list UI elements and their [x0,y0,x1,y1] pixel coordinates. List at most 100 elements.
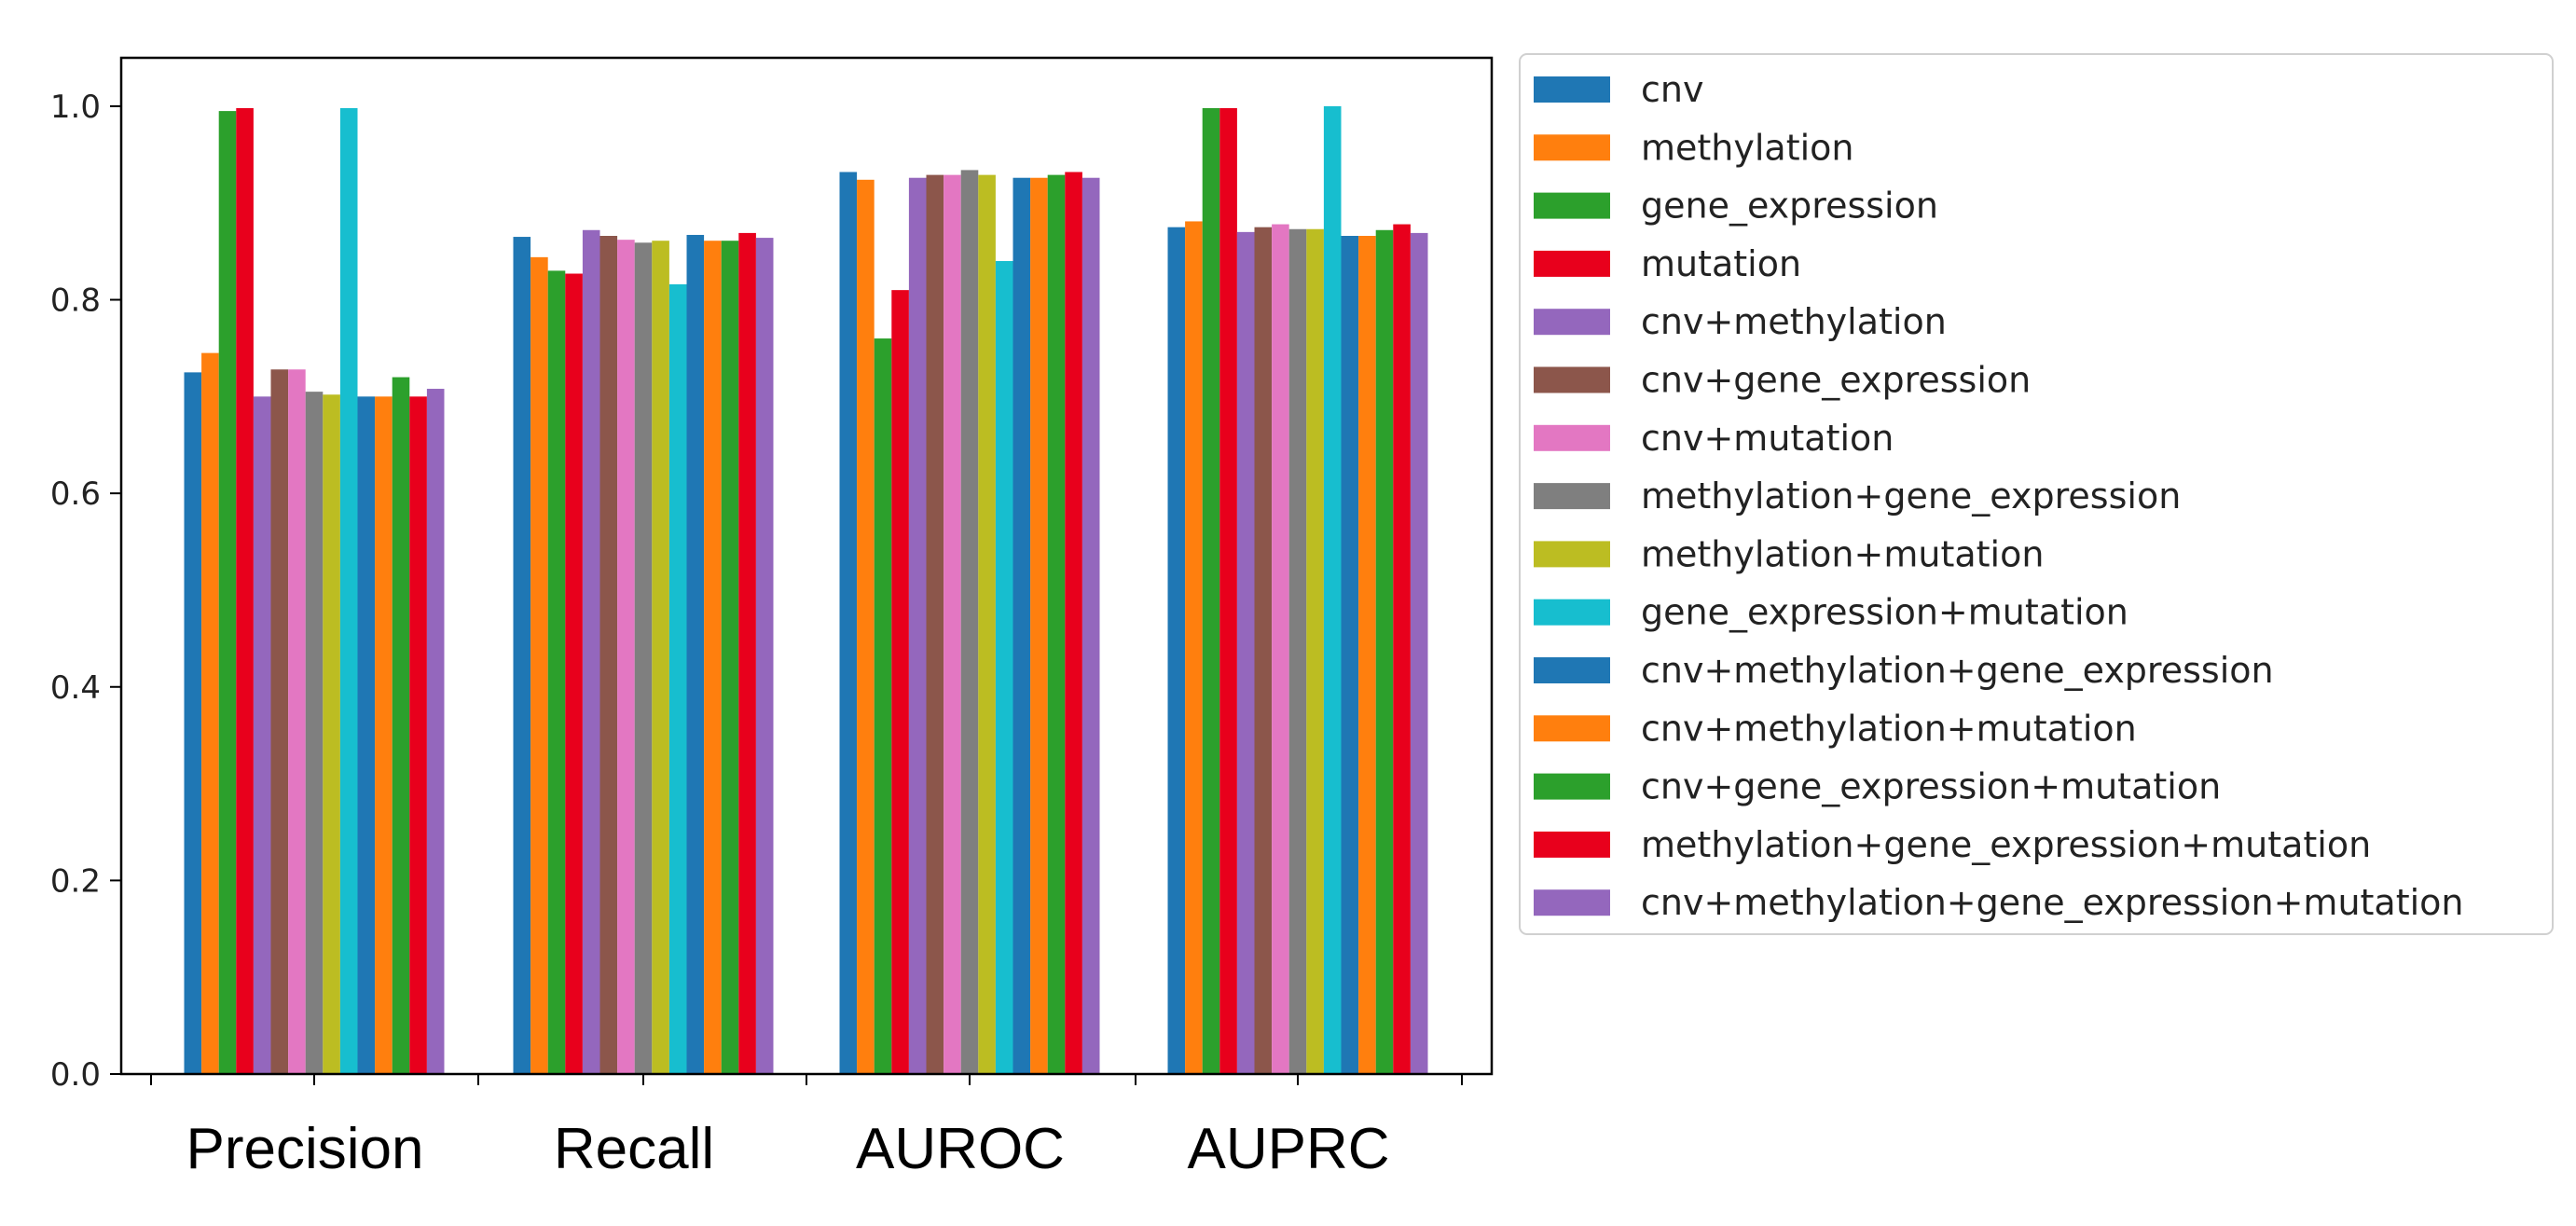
legend-label: methylation+gene_expression+mutation [1641,824,2371,865]
legend-label: methylation+gene_expression [1641,475,2181,517]
legend-swatch [1534,831,1610,858]
bar-1-9 [668,283,687,1074]
bar-1-6 [617,240,635,1074]
legend: cnv methylation gene_expression mutation cnv… [1519,53,2554,935]
y-tick-label: 0.2 [50,862,101,900]
legend-label: gene_expression+mutation [1641,592,2128,633]
legend-label: cnv+mutation [1641,418,1894,459]
y-tick-label: 1.0 [50,89,101,126]
bar-1-12 [721,241,739,1074]
bar-3-2 [1202,107,1220,1075]
bar-3-10 [1341,236,1359,1074]
bar-2-0 [839,172,858,1074]
bar-1-3 [565,273,583,1074]
bar-2-9 [995,261,1013,1074]
bar-2-8 [978,174,996,1075]
legend-swatch [1534,541,1610,568]
bar-1-8 [652,241,669,1074]
bar-1-14 [755,238,774,1075]
bar-0-13 [409,396,427,1075]
bar-3-7 [1288,228,1307,1075]
bar-3-11 [1358,236,1376,1074]
legend-swatch [1534,76,1610,103]
legend-swatch [1534,250,1610,277]
bar-0-2 [218,111,237,1075]
legend-label: cnv+gene_expression+mutation [1641,766,2221,807]
bar-2-2 [874,338,892,1074]
bar-2-5 [926,174,944,1075]
bar-1-11 [704,241,722,1074]
bar-0-1 [201,352,219,1074]
bar-0-0 [184,372,202,1074]
bar-0-5 [270,369,289,1074]
bar-0-4 [253,396,271,1075]
legend-label: methylation+mutation [1641,533,2044,574]
y-tick-label: 0.0 [50,1056,101,1094]
legend-label: cnv [1641,69,1703,110]
bar-1-7 [634,242,653,1074]
legend-box [1519,53,2554,935]
y-tick-label: 0.4 [50,669,101,707]
legend-label: mutation [1641,243,1801,284]
bar-3-12 [1375,229,1394,1074]
bar-0-9 [339,107,358,1075]
bar-1-0 [513,237,531,1075]
legend-label: cnv+methylation+gene_expression+mutation [1641,882,2464,923]
bar-2-13 [1065,172,1082,1074]
legend-swatch [1534,192,1610,219]
bar-3-5 [1254,227,1273,1075]
bar-2-10 [1012,177,1031,1075]
legend-label: cnv+methylation+mutation [1641,708,2137,749]
bar-3-8 [1306,228,1324,1075]
bar-3-9 [1323,105,1342,1074]
axes-layer: 0.0 0.2 0.4 0.6 0.8 1.0 Precision Recall AUROC AU… [50,56,1494,1181]
bar-2-4 [908,177,927,1075]
bar-0-14 [426,389,445,1074]
bar-3-4 [1236,231,1255,1075]
bar-1-10 [686,234,705,1075]
legend-swatch [1534,599,1610,626]
x-tick-label: Precision [186,1117,424,1181]
bar-1-13 [738,232,756,1074]
bar-0-10 [357,396,376,1075]
bar-0-6 [288,369,306,1074]
y-tick-label: 0.8 [50,282,101,320]
bar-0-7 [305,392,324,1074]
bar-0-11 [375,396,393,1075]
legend-swatch [1534,657,1610,683]
legend-swatch [1534,889,1610,916]
bar-3-3 [1219,107,1237,1075]
legend-label: cnv+gene_expression [1641,360,2031,401]
bar-3-13 [1393,224,1411,1075]
legend-swatch [1534,483,1610,510]
legend-swatch [1534,424,1610,451]
legend-swatch [1534,366,1610,393]
bar-0-8 [323,394,340,1074]
bar-2-3 [891,290,909,1074]
bar-1-4 [582,229,600,1074]
x-tick-label: AUROC [856,1117,1065,1181]
bar-1-5 [599,236,618,1074]
bar-1-1 [530,256,548,1075]
bar-0-3 [236,107,254,1075]
x-tick-label: AUPRC [1187,1117,1389,1181]
y-tick-label: 0.6 [50,475,101,513]
bar-2-11 [1030,177,1048,1075]
bars-layer [184,105,1428,1075]
bar-1-2 [547,270,566,1074]
legend-label: cnv+methylation+gene_expression [1641,650,2274,691]
legend-swatch [1534,715,1610,742]
bar-2-14 [1081,177,1100,1075]
legend-swatch [1534,773,1610,800]
bar-3-14 [1410,232,1428,1074]
legend-swatch [1534,309,1610,336]
legend-label: cnv+methylation [1641,301,1947,342]
legend-label: gene_expression [1641,186,1938,227]
x-tick-label: Recall [554,1117,714,1181]
legend-label: methylation [1641,127,1854,168]
bar-2-12 [1047,174,1066,1075]
legend-swatch [1534,134,1610,161]
bar-2-1 [857,179,875,1075]
bar-3-6 [1272,224,1289,1075]
